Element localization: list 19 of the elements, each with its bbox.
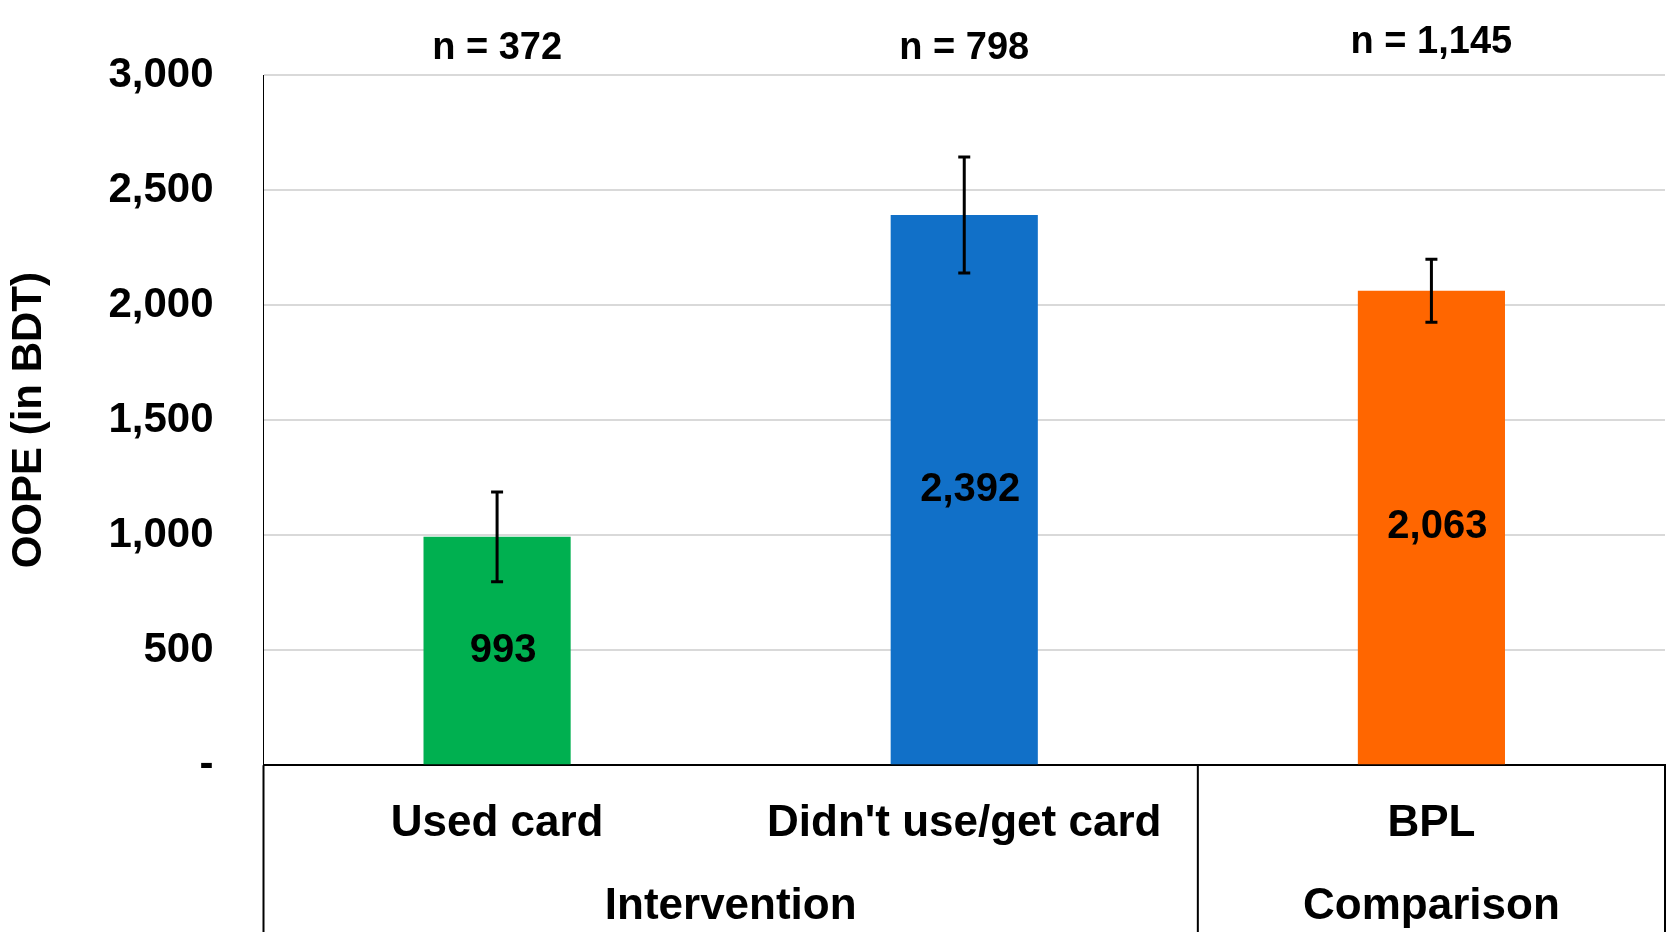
data-label: 2,392 — [920, 464, 1021, 509]
y-axis-title: OOPE (in BDT) — [2, 272, 50, 569]
y-tick-label: 500 — [143, 623, 214, 671]
text: n = 1,145 — [1350, 18, 1513, 61]
x-tick-label: Didn't use/get card — [767, 795, 1162, 845]
text: Intervention — [604, 879, 857, 929]
y-tick-label: 2,500 — [108, 163, 214, 211]
y-tick-label: - — [199, 738, 214, 786]
data-label: 2,063 — [1387, 502, 1488, 547]
text: n = 798 — [899, 24, 1030, 67]
text: n = 372 — [432, 24, 563, 67]
x-tick-label: Used card — [390, 795, 604, 845]
y-tick-label: 3,000 — [108, 48, 214, 96]
text: Comparison — [1303, 879, 1560, 929]
x-tick-label: BPL — [1387, 795, 1476, 845]
y-tick-label: 1,500 — [108, 393, 214, 441]
data-label: 993 — [469, 625, 537, 670]
y-tick-label: 1,000 — [108, 508, 214, 556]
y-tick-label: 2,000 — [108, 278, 214, 326]
